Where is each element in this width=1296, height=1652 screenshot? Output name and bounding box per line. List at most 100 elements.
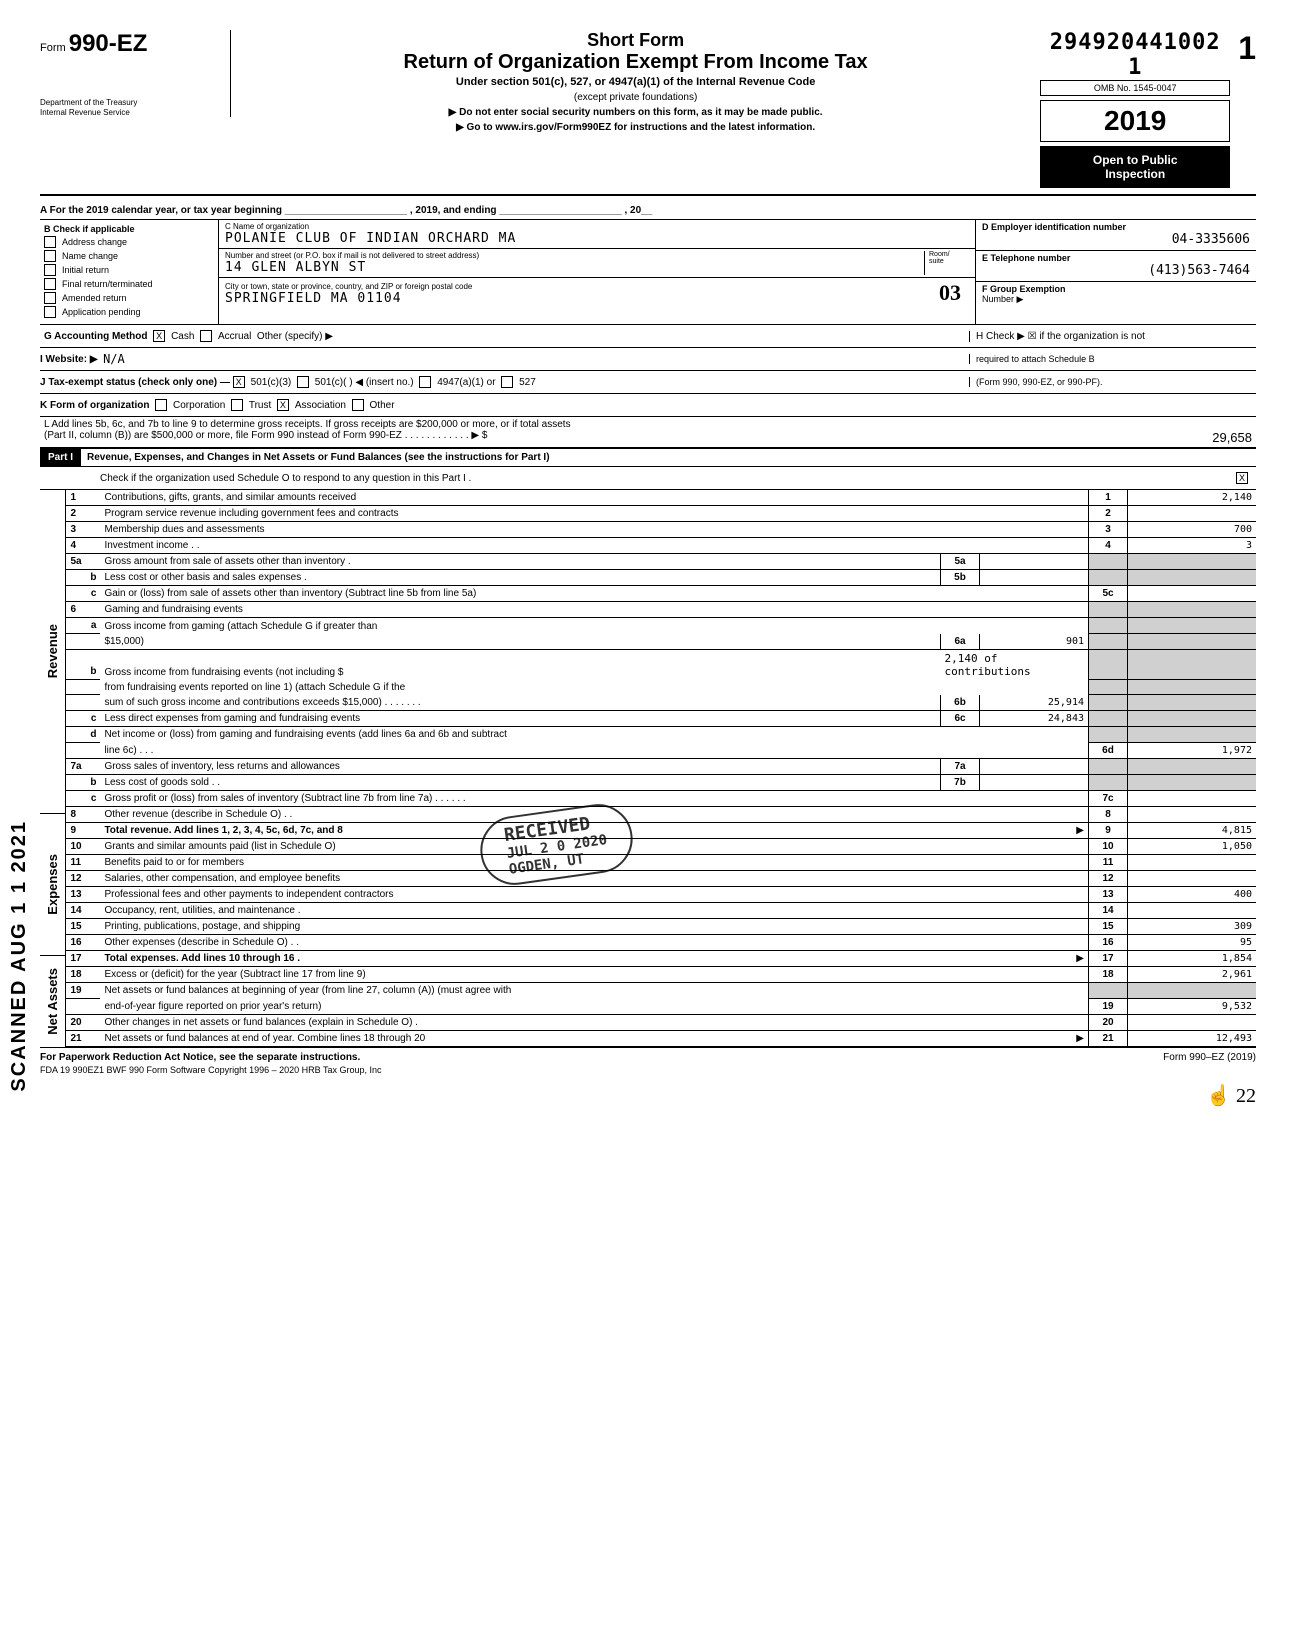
chk-501c3[interactable]: X <box>233 376 245 388</box>
col-c: C Name of organization POLANIE CLUB OF I… <box>219 220 976 324</box>
dept: Department of the Treasury Internal Reve… <box>40 98 210 117</box>
c-header: C Name of organization <box>225 222 969 231</box>
side-expenses: Expenses <box>45 854 60 915</box>
line-6b-3: sum of such gross income and contributio… <box>66 695 1256 711</box>
chk-527[interactable] <box>501 376 513 388</box>
line-5a: 5aGross amount from sale of assets other… <box>66 554 1256 570</box>
line-1: 1Contributions, gifts, grants, and simil… <box>66 490 1256 506</box>
chk-4947[interactable] <box>419 376 431 388</box>
part1-check-row: Check if the organization used Schedule … <box>40 467 1256 490</box>
c-city-label: City or town, state or province, country… <box>225 282 939 291</box>
row-j: J Tax-exempt status (check only one) — X… <box>40 371 1256 394</box>
line-4: 4Investment income . .43 <box>66 538 1256 554</box>
l-text2: (Part II, column (B)) are $500,000 or mo… <box>44 430 487 445</box>
f-label: F Group Exemption <box>982 284 1250 294</box>
line-7a: 7aGross sales of inventory, less returns… <box>66 758 1256 774</box>
chk-accrual[interactable] <box>200 330 212 342</box>
chk-name[interactable]: Name change <box>44 250 214 262</box>
h-sub2: (Form 990, 990-EZ, or 990-PF). <box>969 377 1256 387</box>
line-21: 21Net assets or fund balances at end of … <box>66 1030 1256 1046</box>
lines-grid: Revenue Expenses Net Assets 1Contributio… <box>40 490 1256 1047</box>
serial: 294920441002 1 <box>1040 30 1230 80</box>
line-5c: cGain or (loss) from sale of assets othe… <box>66 586 1256 602</box>
line-8: 8Other revenue (describe in Schedule O) … <box>66 806 1256 822</box>
line-17: 17Total expenses. Add lines 10 through 1… <box>66 950 1256 966</box>
h-sub: required to attach Schedule B <box>969 354 1256 364</box>
c-name-row: C Name of organization POLANIE CLUB OF I… <box>219 220 975 249</box>
part1-desc: Revenue, Expenses, and Changes in Net As… <box>81 449 556 466</box>
open2: Inspection <box>1047 167 1223 181</box>
title-arrow2: ▶ Go to www.irs.gov/Form990EZ for instru… <box>251 122 1020 133</box>
initials: ☝ 22 <box>40 1083 1256 1108</box>
g-label: G Accounting Method <box>40 331 148 342</box>
page-marker: 1 <box>1238 30 1256 67</box>
chk-address[interactable]: Address change <box>44 236 214 248</box>
org-name: POLANIE CLUB OF INDIAN ORCHARD MA <box>225 231 969 246</box>
line-10: 10Grants and similar amounts paid (list … <box>66 838 1256 854</box>
header-row: Form 990-EZ Department of the Treasury I… <box>40 30 1256 188</box>
line-9: 9Total revenue. Add lines 1, 2, 3, 4, 5c… <box>66 822 1256 838</box>
title-main: Return of Organization Exempt From Incom… <box>251 51 1020 74</box>
open1: Open to Public <box>1047 153 1223 167</box>
part1-header: Part I Revenue, Expenses, and Changes in… <box>40 447 1256 467</box>
omb: OMB No. 1545-0047 <box>1040 80 1230 96</box>
line-13: 13Professional fees and other payments t… <box>66 886 1256 902</box>
c-street-row: Number and street (or P.O. box if mail i… <box>219 249 975 278</box>
line-7c: cGross profit or (loss) from sales of in… <box>66 790 1256 806</box>
chk-other[interactable] <box>352 399 364 411</box>
line-2: 2Program service revenue including gover… <box>66 506 1256 522</box>
line-16: 16Other expenses (describe in Schedule O… <box>66 934 1256 950</box>
chk-501c[interactable] <box>297 376 309 388</box>
org-info-block: B Check if applicable Address change Nam… <box>40 220 1256 325</box>
line-6a-1: aGross income from gaming (attach Schedu… <box>66 618 1256 634</box>
footer-left: For Paperwork Reduction Act Notice, see … <box>40 1052 360 1063</box>
chk-assoc[interactable]: X <box>277 399 289 411</box>
line-6a-2: $15,000)6a901 <box>66 634 1256 650</box>
chk-pending[interactable]: Application pending <box>44 306 214 318</box>
b-header: B Check if applicable <box>44 224 214 234</box>
col-b: B Check if applicable Address change Nam… <box>40 220 219 324</box>
k-label: K Form of organization <box>40 400 149 411</box>
f-handwritten: 03 <box>939 280 961 306</box>
c-room-label: Room/ suite <box>929 251 969 265</box>
scanned-stamp: SCANNED AUG 1 1 2021 <box>8 820 31 1092</box>
l-value: 29,658 <box>1212 430 1252 445</box>
line-6b-1: bGross income from fundraising events (n… <box>66 649 1256 680</box>
org-street: 14 GLEN ALBYN ST <box>225 260 924 275</box>
row-a: A For the 2019 calendar year, or tax yea… <box>40 202 1256 220</box>
i-label: I Website: ▶ <box>40 354 98 365</box>
side-netassets: Net Assets <box>45 968 60 1035</box>
d-row: D Employer identification number 04-3335… <box>976 220 1256 251</box>
chk-final[interactable]: Final return/terminated <box>44 278 214 290</box>
h-label: H Check ▶ ☒ if the organization is not <box>976 331 1145 342</box>
form-number: 990-EZ <box>69 30 148 57</box>
line-14: 14Occupancy, rent, utilities, and mainte… <box>66 902 1256 918</box>
open-inspection: Open to Public Inspection <box>1040 146 1230 188</box>
chk-initial[interactable]: Initial return <box>44 264 214 276</box>
chk-trust[interactable] <box>231 399 243 411</box>
lines-table: 1Contributions, gifts, grants, and simil… <box>66 490 1256 1047</box>
side-labels: Revenue Expenses Net Assets <box>40 490 66 1047</box>
line-11: 11Benefits paid to or for members11 <box>66 854 1256 870</box>
e-row: E Telephone number (413)563-7464 <box>976 251 1256 282</box>
chk-schedule-o[interactable]: X <box>1236 472 1248 484</box>
c-city-row: City or town, state or province, country… <box>219 278 975 308</box>
row-g-h: G Accounting Method XCash Accrual Other … <box>40 325 1256 348</box>
phone: (413)563-7464 <box>982 263 1250 278</box>
chk-cash[interactable]: X <box>153 330 165 342</box>
line-7b: bLess cost of goods sold . .7b <box>66 774 1256 790</box>
org-city: SPRINGFIELD MA 01104 <box>225 291 939 306</box>
title-short: Short Form <box>251 30 1020 51</box>
e-label: E Telephone number <box>982 253 1250 263</box>
form-id-box: Form 990-EZ Department of the Treasury I… <box>40 30 231 117</box>
title-arrow1: ▶ Do not enter social security numbers o… <box>251 107 1020 118</box>
chk-corp[interactable] <box>155 399 167 411</box>
line-6b-2: from fundraising events reported on line… <box>66 680 1256 695</box>
line-6: 6Gaming and fundraising events <box>66 602 1256 618</box>
chk-amended[interactable]: Amended return <box>44 292 214 304</box>
part1-check: Check if the organization used Schedule … <box>40 473 471 484</box>
line-12: 12Salaries, other compensation, and empl… <box>66 870 1256 886</box>
c-street-label: Number and street (or P.O. box if mail i… <box>225 251 924 260</box>
ein: 04-3335606 <box>982 232 1250 247</box>
dept1: Department of the Treasury <box>40 98 210 108</box>
